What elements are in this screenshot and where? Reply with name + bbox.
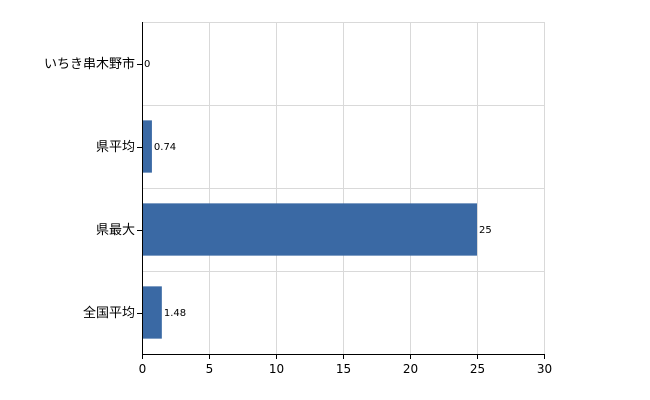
category-label: 県最大 — [96, 223, 135, 238]
bar — [142, 286, 162, 339]
data-label: 1.48 — [164, 308, 186, 319]
bar-group — [142, 120, 477, 339]
data-label: 0 — [144, 59, 150, 70]
x-tick-label: 10 — [269, 362, 284, 376]
x-tick-label: 30 — [537, 362, 552, 376]
bar — [142, 203, 477, 256]
grid-lines — [142, 22, 545, 355]
bar — [142, 120, 152, 173]
x-tick-label: 0 — [139, 362, 147, 376]
category-label: 全国平均 — [83, 305, 135, 321]
data-label: 25 — [479, 225, 492, 236]
data-label: 0.74 — [154, 142, 176, 153]
category-label: 県平均 — [96, 140, 135, 155]
x-tick-label: 25 — [470, 362, 485, 376]
x-tick-label: 5 — [206, 362, 214, 376]
x-tick-label: 20 — [403, 362, 418, 376]
category-label: いちき串木野市 — [44, 56, 135, 72]
x-tick-label: 15 — [336, 362, 351, 376]
axes — [137, 22, 545, 359]
label-group: 0 いちき串木野市 0.74 県平均 25 県最大 1.48 全国平均 0 5 10 15 20 25 30 — [44, 56, 552, 376]
